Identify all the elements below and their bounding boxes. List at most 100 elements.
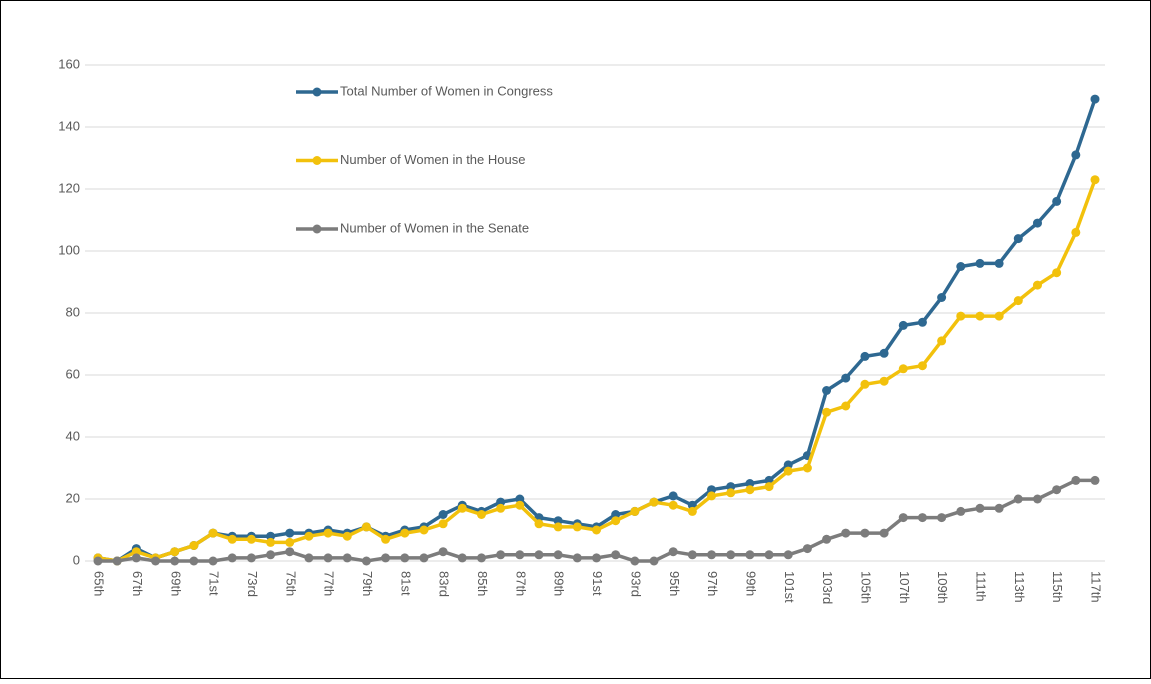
data-point [438,510,448,519]
data-point [457,553,467,563]
data-point [515,550,525,560]
data-point [553,516,563,526]
data-point [687,506,697,516]
data-point [361,522,371,532]
data-point [860,351,870,361]
y-tick-label: 20 [66,490,80,505]
data-point [227,534,237,544]
x-tick-label: 87th [513,571,528,596]
data-point [285,547,295,557]
data-point [937,293,947,302]
data-point [189,556,199,566]
data-point [285,528,295,538]
data-point [419,525,429,535]
data-point [611,516,621,526]
data-point [745,479,755,488]
x-tick-label: 117th [1089,571,1104,603]
data-point [246,553,256,563]
data-point [802,544,812,554]
data-point [764,550,774,560]
data-point [438,519,448,529]
data-point [707,550,717,560]
data-point [649,497,659,507]
data-point [668,547,678,557]
x-tick-label: 105th [858,571,873,604]
data-point [496,497,506,507]
data-point [438,547,448,557]
data-point [745,550,755,560]
x-tick-label: 83rd [437,571,452,597]
x-tick-label: 111th [974,571,989,602]
data-point [611,510,621,519]
data-point [917,513,927,523]
data-point [208,528,218,538]
x-tick-label: 109th [935,571,950,604]
data-point [1052,196,1062,206]
data-point [726,482,736,492]
data-point [246,534,256,544]
data-point [783,550,793,560]
legend-label: Number of Women in the House [340,152,525,167]
data-point [1052,268,1062,278]
data-point [170,556,180,566]
x-tick-label: 95th [667,571,682,596]
x-tick-label: 91st [590,571,605,596]
data-point [93,556,103,566]
data-point [285,537,295,547]
x-tick-label: 97th [705,571,720,596]
data-point [630,506,640,516]
data-point [1090,94,1100,104]
data-point [994,503,1004,513]
data-point [917,317,927,327]
data-point [975,503,985,513]
data-point [342,531,352,541]
data-point [841,373,851,383]
data-point [649,556,659,566]
data-point [553,522,563,532]
data-point [630,556,640,566]
y-tick-label: 80 [66,304,80,319]
data-point [342,553,352,563]
data-point [1090,475,1100,485]
data-point [266,550,276,560]
data-point [1013,234,1023,244]
y-tick-label: 140 [58,118,80,133]
x-tick-label: 107th [897,571,912,604]
x-tick-label: 89th [552,571,567,596]
data-point [1013,296,1023,306]
x-tick-label: 113th [1012,571,1027,603]
data-point [611,550,621,560]
data-point [457,503,467,513]
data-point [572,553,582,563]
data-point [1090,175,1100,185]
x-tick-label: 65th [92,571,107,596]
data-point [956,262,966,271]
data-point [937,336,947,346]
data-point [515,500,525,510]
data-point [841,528,851,538]
data-point [572,522,582,532]
data-point [496,503,506,513]
data-point [496,550,506,560]
data-point [476,553,486,563]
data-point [860,528,870,538]
data-point [1052,485,1062,495]
data-point [170,547,180,557]
data-point [668,500,678,510]
data-point [361,556,371,566]
x-tick-label: 93rd [628,571,643,597]
y-tick-label: 0 [73,552,80,567]
x-tick-label: 67th [130,571,145,596]
data-point [822,534,832,544]
data-point [668,491,678,501]
data-point [534,550,544,560]
data-point [323,553,333,563]
data-point [112,556,122,566]
legend-marker [312,224,322,234]
x-tick-label: 85th [475,571,490,596]
x-tick-label: 69th [168,571,183,596]
data-point [783,460,793,470]
data-point [208,556,218,566]
data-point [726,488,736,498]
data-point [227,553,237,563]
